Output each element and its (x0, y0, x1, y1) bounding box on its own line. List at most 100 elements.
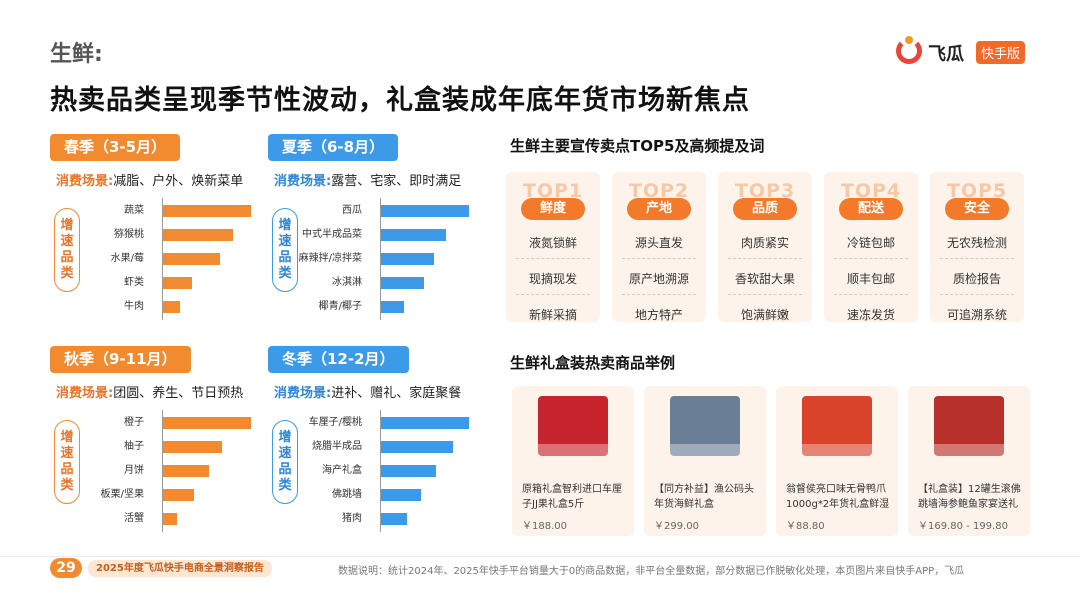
chart-axis (380, 198, 381, 320)
category-label: 椰青/椰子 (318, 301, 362, 312)
keyword-divider (622, 294, 696, 295)
category-label: 中式半成品菜 (302, 229, 362, 240)
rank-label: TOP2 (628, 180, 690, 202)
growth-tag-char: 类 (60, 478, 74, 493)
chart-row: 椰青/椰子 (268, 300, 472, 314)
consumption-scene: 消费场景:露营、宅家、即时满足 (274, 170, 461, 189)
growth-category-tag: 增速品类 (54, 420, 80, 504)
report-name: 2025年度飞瓜快手电商全景洞察报告 (88, 560, 272, 577)
category-label: 烧腊半成品 (312, 441, 362, 452)
growth-tag-char: 增 (60, 430, 74, 445)
chart-row: 麻辣拌/凉拌菜 (268, 252, 472, 266)
keyword-divider (516, 258, 590, 259)
season-winter: 冬季（12-2月） 消费场景:进补、赠礼、家庭聚餐增速品类车厘子/樱桃 烧腊半成品海… (268, 346, 472, 551)
category-bar (381, 489, 422, 501)
logo-dot-icon (905, 36, 913, 44)
selling-point-category: 鲜度 (521, 198, 585, 220)
category-label: 佛跳墙 (332, 489, 362, 500)
season-summer: 夏季（6-8月） 消费场景:露营、宅家、即时满足增速品类 西瓜中式半成品菜麻辣拌/凉… (268, 134, 472, 339)
selling-point-card: TOP3 品质 肉质紧实 香软甜大果 饱满鲜嫩 (718, 172, 812, 322)
selling-point-card: TOP2 产地 源头直发 原产地溯源 地方特产 (612, 172, 706, 322)
selling-point-category: 配送 (839, 198, 903, 220)
chart-row: 牛肉 (50, 300, 254, 314)
scene-key: 消费场景: (274, 386, 332, 401)
keyword: 原产地溯源 (628, 272, 689, 286)
season-heading: 夏季（6-8月） (268, 134, 399, 161)
scene-values: 团圆、养生、节日预热 (113, 386, 244, 401)
category-bar (381, 417, 469, 429)
keyword-divider (940, 294, 1014, 295)
season-autumn: 秋季（9-11月） 消费场景:团圆、养生、节日预热增速品类 橙子 柚子 月饼 板栗/坚果活… (50, 346, 254, 551)
season-heading: 春季（3-5月） (50, 134, 181, 161)
growth-tag-char: 类 (278, 266, 292, 281)
product-image-band (538, 444, 608, 456)
category-bar (163, 441, 222, 453)
keyword: 液氮锁鲜 (528, 236, 577, 250)
keyword: 质检报告 (952, 272, 1001, 286)
scene-values: 露营、宅家、即时满足 (331, 174, 462, 189)
category-bar (163, 489, 194, 501)
product-card: 原箱礼盒智利进口车厘子JJ果礼盒5斤 ￥188.00 (512, 386, 634, 536)
keyword: 可追溯系统 (946, 308, 1007, 322)
growth-tag-char: 增 (278, 218, 292, 233)
chart-row: 板栗/坚果 (50, 488, 254, 502)
category-label: 蔬菜 (124, 205, 144, 216)
chart-row: 海产礼盒 (268, 464, 472, 478)
keyword: 源头直发 (634, 236, 683, 250)
product-name: 原箱礼盒智利进口车厘子JJ果礼盒5斤 (522, 484, 622, 510)
category-bar (381, 205, 469, 217)
product-name: 【礼盒装】12罐生滚佛跳墙海参鲍鱼家宴送礼 (918, 484, 1021, 510)
category-label: 牛肉 (124, 301, 144, 312)
keyword: 香软甜大果 (734, 272, 795, 286)
category-label: 月饼 (124, 465, 144, 476)
growth-tag-char: 速 (278, 446, 292, 461)
product-image (670, 396, 740, 456)
growth-tag-char: 品 (60, 462, 74, 477)
product-image (802, 396, 872, 456)
keyword: 饱满鲜嫩 (740, 308, 789, 322)
category-bar (381, 513, 407, 525)
chart-row: 烧腊半成品 (268, 440, 472, 454)
logo-mark-icon (896, 38, 922, 64)
growth-category-tag: 增速品类 (272, 420, 298, 504)
category-bar (381, 253, 434, 265)
keyword: 冷链包邮 (846, 236, 895, 250)
chart-row: 蔬菜 (50, 204, 254, 218)
scene-values: 进补、赠礼、家庭聚餐 (331, 386, 462, 401)
category-bar (381, 465, 437, 477)
category-bar (163, 465, 209, 477)
section-label: 生鲜: (50, 42, 103, 67)
product-price: ￥88.80 (786, 521, 825, 532)
chart-axis (162, 198, 163, 320)
keyword-divider (728, 258, 802, 259)
season-spring: 春季（3-5月） 消费场景:减脂、户外、焕新菜单增速品类 蔬菜 猕猴桃 水果/莓 虾类 牛肉 (50, 134, 254, 339)
product-price: ￥169.80 - 199.80 (918, 521, 1008, 532)
product-image-band (802, 444, 872, 456)
chart-row: 橙子 (50, 416, 254, 430)
category-label: 车厘子/樱桃 (308, 417, 362, 428)
page-title: 热卖品类呈现季节性波动，礼盒装成年底年货市场新焦点 (50, 85, 750, 116)
keyword: 新鲜采摘 (528, 308, 577, 322)
product-price: ￥299.00 (654, 521, 699, 532)
footer-divider (0, 556, 1080, 557)
keyword: 速冻发货 (846, 308, 895, 322)
category-bar (163, 205, 251, 217)
scene-values: 减脂、户外、焕新菜单 (113, 174, 244, 189)
rank-label: TOP4 (840, 180, 902, 202)
chart-row: 西瓜 (268, 204, 472, 218)
category-bar (163, 229, 234, 241)
growth-tag-char: 速 (60, 446, 74, 461)
category-bar (381, 301, 404, 313)
chart-row: 中式半成品菜 (268, 228, 472, 242)
chart-row: 车厘子/樱桃 (268, 416, 472, 430)
product-name: 翁督侯亮口味无骨鸭爪1000g*2年货礼盒鲜湿 (786, 484, 890, 510)
product-card: 翁督侯亮口味无骨鸭爪1000g*2年货礼盒鲜湿 ￥88.80 (776, 386, 898, 536)
selling-point-card: TOP1 鲜度 液氮锁鲜 现摘现发 新鲜采摘 (506, 172, 600, 322)
growth-category-tag: 增速品类 (272, 208, 298, 292)
product-name: 【同方补益】渔公码头 年货海鲜礼盒 (654, 484, 754, 510)
product-image (538, 396, 608, 456)
keyword: 无农残检测 (946, 236, 1007, 250)
keyword: 地方特产 (634, 308, 683, 322)
category-bar (163, 301, 180, 313)
keyword-divider (834, 258, 908, 259)
